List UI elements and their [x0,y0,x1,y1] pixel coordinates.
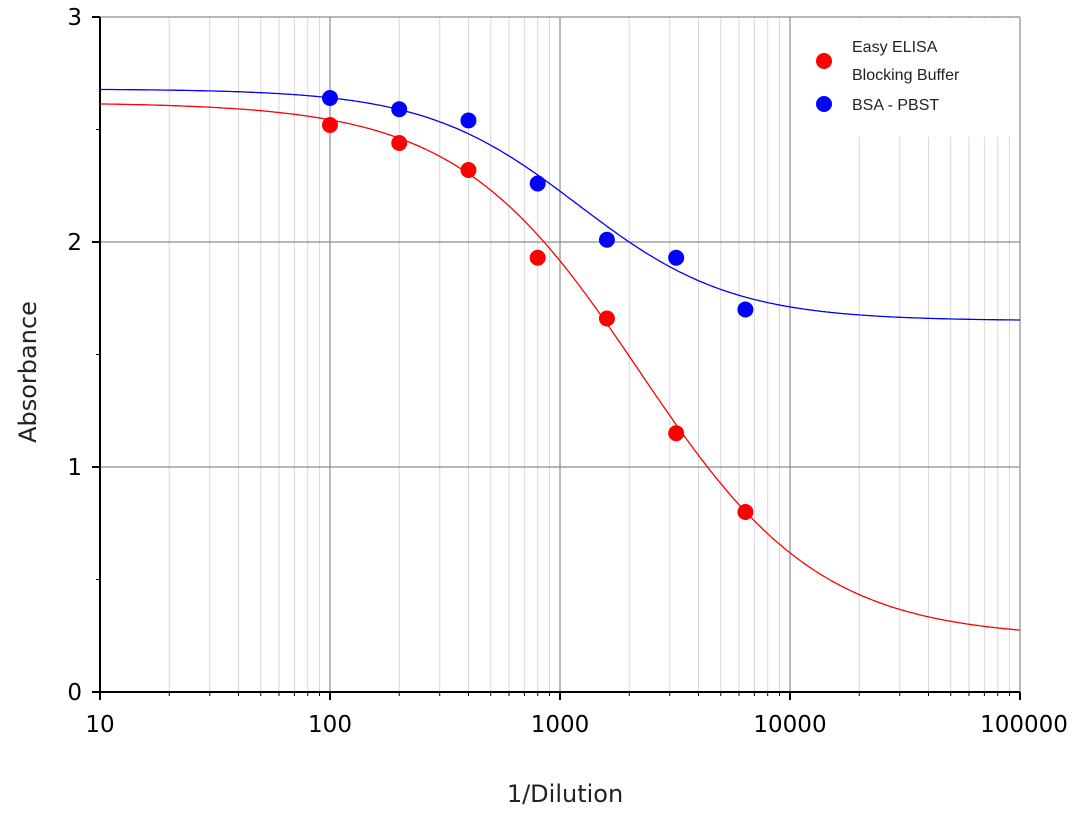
data-point-series-1 [322,117,338,133]
data-point-series-2 [391,101,408,118]
legend-label: BSA - PBST [852,97,939,114]
legend-background [802,19,1018,137]
x-tick-label: 10 [85,712,114,738]
data-point-series-2 [460,112,477,129]
x-tick-label: 100 [308,712,352,738]
data-point-series-2 [598,231,615,248]
data-point-series-1 [668,425,685,442]
data-point-series-2 [668,249,685,266]
legend-label: Blocking Buffer [852,67,960,84]
x-axis-label: 1/Dilution [507,780,623,808]
fit-curves [99,88,1021,631]
x-tick-label: 1000 [531,712,590,738]
y-tick-label: 3 [67,5,82,31]
legend-marker-series-1 [816,53,832,69]
data-point-series-1 [737,504,754,520]
x-tick-label: 10000 [753,712,826,738]
data-point-series-2 [322,90,338,106]
axes: 10 100 1000 10000 100000 0 1 2 3 [67,5,1068,738]
fit-curve-series-1 [99,103,1021,631]
data-point-series-1 [529,249,546,266]
legend-label: Easy ELISA [852,39,938,56]
x-tick-label: 100000 [980,712,1068,738]
data-point-series-2 [737,301,754,318]
data-point-series-1 [598,310,615,327]
y-tick-label: 2 [67,230,82,256]
legend: Easy ELISA Blocking Buffer BSA - PBST [816,39,960,114]
y-tick-label: 0 [67,680,82,706]
legend-marker-series-2 [816,96,832,112]
data-point-series-1 [391,135,408,151]
y-tick-label: 1 [67,455,82,481]
data-points [322,90,754,520]
fit-curve-series-2 [100,88,1020,321]
data-point-series-2 [529,175,546,192]
y-axis-label: Absorbance [14,301,42,443]
data-point-series-1 [460,162,477,178]
